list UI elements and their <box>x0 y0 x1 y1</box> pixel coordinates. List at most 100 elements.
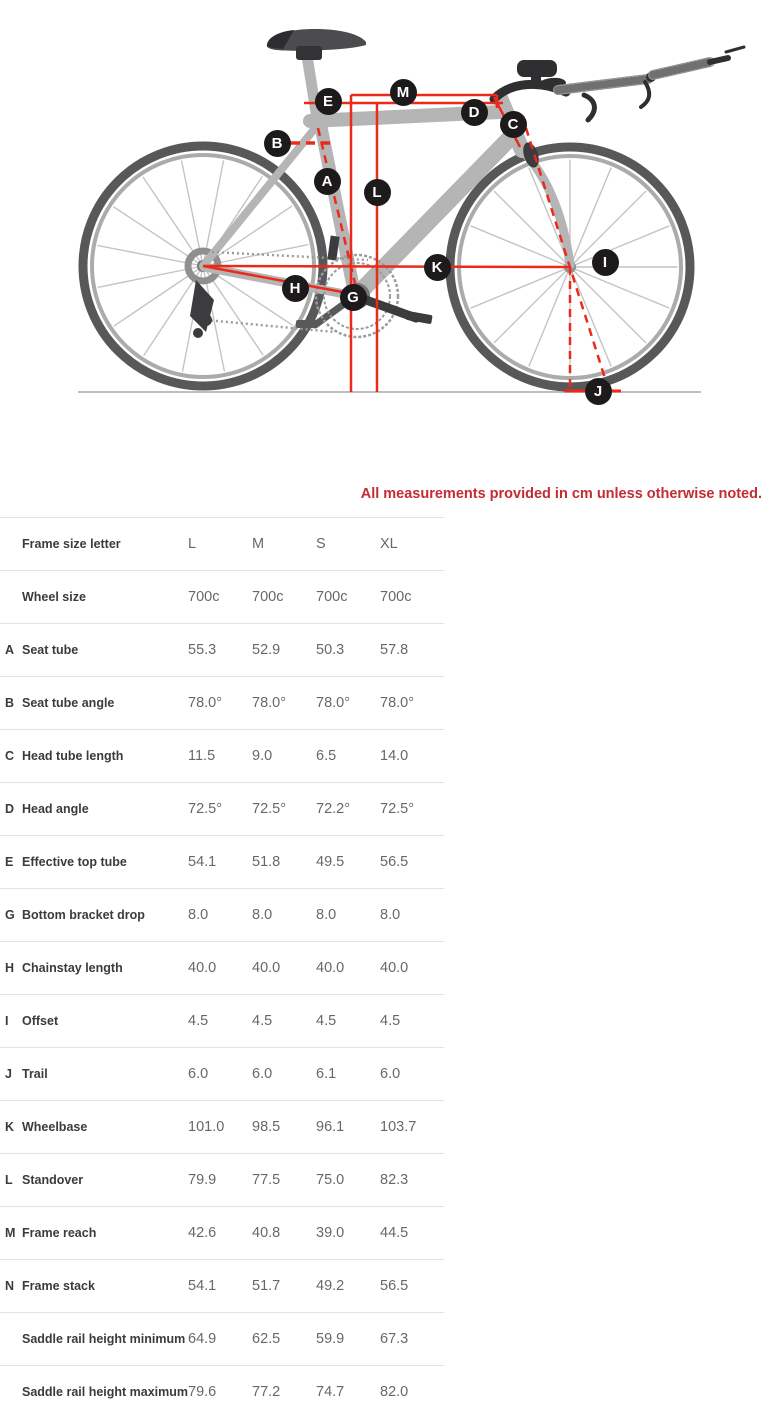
value-size-m: 4.5 <box>252 1013 273 1029</box>
value-size-m: 700c <box>252 589 284 605</box>
value-size-xl: 57.8 <box>380 642 409 658</box>
row-header-cell: I Offset <box>0 1014 188 1028</box>
value-size-s: 8.0 <box>316 907 337 923</box>
row-header-cell: K Wheelbase <box>0 1120 188 1134</box>
value-size-xl: 82.0 <box>380 1384 409 1400</box>
row-label: Trail <box>22 1067 48 1081</box>
value-size-s: 72.2° <box>316 801 351 817</box>
row-header-cell: L Standover <box>0 1173 188 1187</box>
row-label: Frame size letter <box>22 537 121 551</box>
row-header-cell: H Chainstay length <box>0 961 188 975</box>
row-header-cell: M Frame reach <box>0 1226 188 1240</box>
value-size-s: 78.0° <box>316 695 351 711</box>
table-row: H Chainstay length 40.0 40.0 40.0 40.0 <box>0 941 444 994</box>
row-label: Bottom bracket drop <box>22 908 145 922</box>
row-header-cell: C Head tube length <box>0 749 188 763</box>
row-header-cell: Frame size letter <box>0 537 188 551</box>
row-label: Chainstay length <box>22 961 123 975</box>
table-row: C Head tube length 11.5 9.0 6.5 14.0 <box>0 729 444 782</box>
value-size-s: 74.7 <box>316 1384 345 1400</box>
value-size-l: 40.0 <box>188 960 217 976</box>
row-letter: B <box>5 696 15 710</box>
value-size-m: 9.0 <box>252 748 273 764</box>
value-size-l: 79.6 <box>188 1384 217 1400</box>
table-row: A Seat tube 55.3 52.9 50.3 57.8 <box>0 623 444 676</box>
value-size-xl: 72.5° <box>380 801 415 817</box>
row-label: Standover <box>22 1173 84 1187</box>
value-size-xl: 82.3 <box>380 1172 409 1188</box>
diagram-marker-e: E <box>314 87 342 115</box>
table-row: Saddle rail height minimum 64.9 62.5 59.… <box>0 1312 444 1365</box>
diagram-marker-c: C <box>499 110 527 138</box>
row-letter: M <box>5 1226 16 1240</box>
row-letter: J <box>5 1067 12 1081</box>
diagram-marker-g: G <box>339 283 367 311</box>
brake-lever <box>581 92 597 123</box>
saddle <box>266 29 366 60</box>
diagram-marker-k: K <box>423 253 451 281</box>
row-label: Wheel size <box>22 590 86 604</box>
row-label: Offset <box>22 1014 59 1028</box>
value-size-xl: 40.0 <box>380 960 409 976</box>
value-size-s: 6.1 <box>316 1066 337 1082</box>
diagram-marker-h: H <box>281 274 309 302</box>
value-size-s: 49.2 <box>316 1278 345 1294</box>
row-label: Wheelbase <box>22 1120 88 1134</box>
value-size-xl: XL <box>380 536 398 552</box>
value-size-m: 77.2 <box>252 1384 281 1400</box>
value-size-s: 59.9 <box>316 1331 345 1347</box>
value-size-l: 42.6 <box>188 1225 217 1241</box>
value-size-m: 72.5° <box>252 801 287 817</box>
diagram-marker-j: J <box>584 377 612 405</box>
diagram-marker-a: A <box>313 167 341 195</box>
table-row: B Seat tube angle 78.0° 78.0° 78.0° 78.0… <box>0 676 444 729</box>
value-size-l: 101.0 <box>188 1119 225 1135</box>
value-size-m: 51.7 <box>252 1278 281 1294</box>
row-header-cell: A Seat tube <box>0 643 188 657</box>
value-size-xl: 44.5 <box>380 1225 409 1241</box>
value-size-s: 75.0 <box>316 1172 345 1188</box>
row-label: Effective top tube <box>22 855 127 869</box>
diagram-marker-b: B <box>263 129 291 157</box>
value-size-xl: 14.0 <box>380 748 409 764</box>
row-label: Saddle rail height minimum <box>22 1332 186 1346</box>
row-letter: I <box>5 1014 9 1028</box>
row-header-cell: Saddle rail height maximum <box>0 1385 188 1399</box>
table-row: N Frame stack 54.1 51.7 49.2 56.5 <box>0 1259 444 1312</box>
value-size-l: 79.9 <box>188 1172 217 1188</box>
value-size-m: 78.0° <box>252 695 287 711</box>
table-row: M Frame reach 42.6 40.8 39.0 44.5 <box>0 1206 444 1259</box>
row-label: Frame reach <box>22 1226 97 1240</box>
table-row: L Standover 79.9 77.5 75.0 82.3 <box>0 1153 444 1206</box>
table-row: G Bottom bracket drop 8.0 8.0 8.0 8.0 <box>0 888 444 941</box>
measurement-note: All measurements provided in cm unless o… <box>360 486 762 502</box>
value-size-m: M <box>252 536 265 552</box>
row-letter: A <box>5 643 15 657</box>
value-size-l: 72.5° <box>188 801 223 817</box>
value-size-m: 40.8 <box>252 1225 281 1241</box>
table-row: D Head angle 72.5° 72.5° 72.2° 72.5° <box>0 782 444 835</box>
value-size-l: 8.0 <box>188 907 209 923</box>
value-size-s: 4.5 <box>316 1013 337 1029</box>
value-size-xl: 56.5 <box>380 854 409 870</box>
bike-computer <box>517 60 557 77</box>
row-header-cell: E Effective top tube <box>0 855 188 869</box>
row-letter: N <box>5 1279 15 1293</box>
value-size-l: 64.9 <box>188 1331 217 1347</box>
bike-geometry-diagram <box>78 29 746 393</box>
value-size-xl: 78.0° <box>380 695 415 711</box>
geometry-table: Frame size letter L M S XL Wheel size 70… <box>0 517 444 1418</box>
value-size-m: 98.5 <box>252 1119 281 1135</box>
diagram-marker-m: M <box>389 78 417 106</box>
value-size-xl: 6.0 <box>380 1066 401 1082</box>
value-size-s: 39.0 <box>316 1225 345 1241</box>
value-size-xl: 700c <box>380 589 412 605</box>
table-row: Saddle rail height maximum 79.6 77.2 74.… <box>0 1365 444 1418</box>
value-size-m: 6.0 <box>252 1066 273 1082</box>
row-letter: G <box>5 908 15 922</box>
row-label: Seat tube angle <box>22 696 115 710</box>
row-letter: H <box>5 961 15 975</box>
row-header-cell: N Frame stack <box>0 1279 188 1293</box>
table-row: K Wheelbase 101.0 98.5 96.1 103.7 <box>0 1100 444 1153</box>
value-size-s: 40.0 <box>316 960 345 976</box>
